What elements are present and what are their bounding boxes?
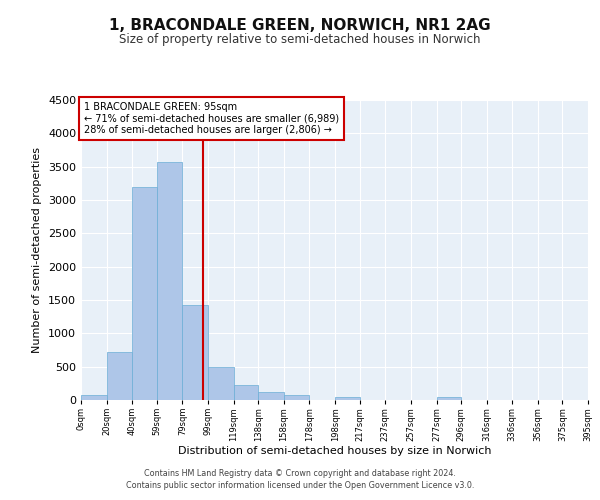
Bar	[182, 305, 208, 400]
Bar	[107, 352, 133, 400]
Bar	[258, 392, 284, 400]
Text: 1, BRACONDALE GREEN, NORWICH, NR1 2AG: 1, BRACONDALE GREEN, NORWICH, NR1 2AG	[109, 18, 491, 32]
Text: Contains HM Land Registry data © Crown copyright and database right 2024.: Contains HM Land Registry data © Crown c…	[144, 468, 456, 477]
Bar	[335, 396, 359, 400]
Bar	[81, 395, 107, 400]
Bar	[133, 186, 157, 400]
Text: Contains public sector information licensed under the Open Government Licence v3: Contains public sector information licen…	[126, 481, 474, 490]
Bar	[284, 395, 310, 400]
Y-axis label: Number of semi-detached properties: Number of semi-detached properties	[32, 147, 43, 353]
X-axis label: Distribution of semi-detached houses by size in Norwich: Distribution of semi-detached houses by …	[178, 446, 491, 456]
Bar	[234, 385, 258, 400]
Bar	[208, 366, 234, 400]
Text: 1 BRACONDALE GREEN: 95sqm
← 71% of semi-detached houses are smaller (6,989)
28% : 1 BRACONDALE GREEN: 95sqm ← 71% of semi-…	[83, 102, 338, 134]
Bar	[157, 162, 182, 400]
Bar	[437, 396, 461, 400]
Text: Size of property relative to semi-detached houses in Norwich: Size of property relative to semi-detach…	[119, 32, 481, 46]
